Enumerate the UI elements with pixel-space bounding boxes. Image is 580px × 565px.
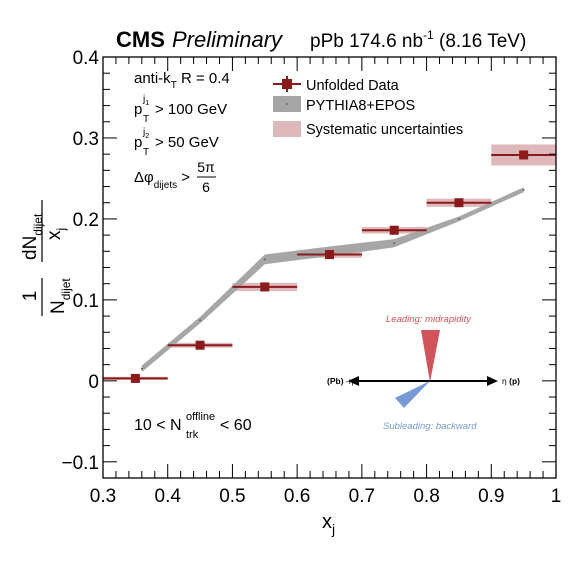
y-label-prefactor-denominator: Ndijet bbox=[48, 278, 73, 314]
legend: Unfolded Data PYTHIA8+EPOS Systematic un… bbox=[273, 76, 463, 138]
legend-entry-syst: Systematic uncertainties bbox=[273, 121, 463, 138]
preliminary-label: Preliminary bbox=[172, 27, 284, 52]
arrow-left-icon bbox=[348, 376, 359, 386]
svg-text:p: p bbox=[134, 101, 142, 118]
svg-text:Systematic uncertainties: Systematic uncertainties bbox=[306, 122, 463, 138]
y-label-numerator: dNdijet bbox=[20, 213, 45, 260]
pt2-annotation: p T j2 > 50 GeV bbox=[134, 127, 219, 158]
multiplicity-annotation: 10 < N offline trk < 60 bbox=[134, 411, 252, 441]
y-tick-label: −0.1 bbox=[61, 453, 99, 474]
data-marker bbox=[260, 282, 270, 292]
pt2-j: j2 bbox=[142, 127, 149, 140]
legend-entry-pythia: PYTHIA8+EPOS bbox=[273, 96, 415, 114]
pb-eta-label: (Pb) -η bbox=[327, 376, 354, 386]
subleading-triangle bbox=[395, 381, 430, 408]
pythia-point bbox=[263, 258, 266, 261]
y-label-denominator: xj bbox=[44, 228, 68, 240]
rapidity-diagram: Leading: midrapidity (Pb) -η η (p) Suble… bbox=[327, 314, 520, 432]
x-tick-label: 0.4 bbox=[155, 486, 182, 507]
svg-text:> 100 GeV: > 100 GeV bbox=[155, 101, 227, 118]
mult-sub: trk bbox=[186, 429, 199, 441]
y-tick-label: 0.4 bbox=[73, 48, 100, 69]
data-point bbox=[426, 198, 492, 208]
x-tick-label: 0.8 bbox=[413, 486, 439, 507]
svg-text:< 60: < 60 bbox=[220, 417, 252, 434]
svg-text:Δφdijets >: Δφdijets > bbox=[134, 169, 190, 191]
x-tick-label: 0.3 bbox=[90, 486, 116, 507]
x-tick-label: 0.6 bbox=[284, 486, 310, 507]
x-axis-ticks: 0.3 0.4 0.5 0.6 0.7 0.8 0.9 1 bbox=[90, 57, 562, 507]
pythia-band-area bbox=[141, 187, 524, 372]
luminosity-label: pPb 174.6 nb-1 (8.16 TeV) bbox=[310, 28, 526, 52]
data-point bbox=[103, 373, 168, 383]
y-tick-label: 0.1 bbox=[73, 291, 99, 312]
data-point bbox=[297, 250, 362, 260]
mult-sup: offline bbox=[186, 411, 215, 423]
cms-label: CMS bbox=[116, 27, 165, 52]
svg-text:10 < N: 10 < N bbox=[134, 417, 182, 434]
svg-text:T: T bbox=[143, 147, 149, 158]
pt1-j: j1 bbox=[142, 94, 149, 107]
pythia-point bbox=[458, 218, 460, 220]
data-marker bbox=[389, 225, 399, 235]
p-eta-label: η (p) bbox=[502, 376, 520, 386]
data-marker bbox=[325, 250, 334, 260]
data-marker bbox=[130, 373, 140, 383]
dphi-frac-num: 5π bbox=[197, 159, 215, 175]
legend-syst-swatch bbox=[273, 121, 301, 137]
leading-label: Leading: midrapidity bbox=[386, 314, 472, 325]
svg-text:T: T bbox=[143, 114, 149, 125]
y-tick-label: 0.3 bbox=[73, 129, 99, 150]
leading-triangle bbox=[421, 330, 440, 382]
pythia-point bbox=[393, 242, 396, 245]
x-tick-label: 0.5 bbox=[219, 486, 245, 507]
plot-frame bbox=[102, 56, 557, 479]
x-axis-label: xj bbox=[322, 511, 335, 537]
data-marker bbox=[195, 340, 205, 350]
y-axis-label: 1 Ndijet dNdijet xj bbox=[20, 200, 73, 316]
legend-marker-square bbox=[282, 79, 292, 89]
subleading-label: Subleading: backward bbox=[383, 421, 477, 432]
algo-annotation: anti-kT R = 0.4 bbox=[134, 70, 230, 91]
svg-text:> 50 GeV: > 50 GeV bbox=[155, 134, 219, 151]
data-point bbox=[232, 282, 298, 292]
data-marker bbox=[519, 150, 529, 160]
arrow-right-icon bbox=[487, 376, 498, 386]
svg-text:p: p bbox=[134, 134, 142, 151]
svg-text:Unfolded Data: Unfolded Data bbox=[306, 78, 400, 94]
data-point bbox=[361, 225, 427, 235]
y-axis-ticks: −0.1 0 0.1 0.2 0.3 0.4 bbox=[61, 48, 556, 479]
dphi-annotation: Δφdijets > 5π 6 bbox=[134, 159, 216, 195]
y-tick-label: 0 bbox=[88, 372, 99, 393]
dphi-frac-den: 6 bbox=[202, 179, 210, 195]
pythia-point bbox=[140, 367, 143, 370]
data-point bbox=[167, 340, 233, 350]
x-tick-label: 0.7 bbox=[349, 486, 375, 507]
pythia-point bbox=[199, 319, 201, 322]
data-point bbox=[491, 150, 556, 160]
pt1-annotation: p T j1 > 100 GeV bbox=[134, 94, 227, 125]
x-tick-label: 1 bbox=[551, 486, 562, 507]
pythia-point bbox=[522, 188, 525, 191]
x-tick-label: 0.9 bbox=[478, 486, 504, 507]
data-points bbox=[103, 150, 556, 383]
y-tick-label: 0.2 bbox=[73, 210, 99, 231]
legend-entry-data: Unfolded Data bbox=[273, 76, 400, 94]
data-marker bbox=[454, 198, 464, 208]
svg-text:PYTHIA8+EPOS: PYTHIA8+EPOS bbox=[306, 98, 415, 114]
y-label-prefactor-numerator: 1 bbox=[20, 291, 41, 302]
